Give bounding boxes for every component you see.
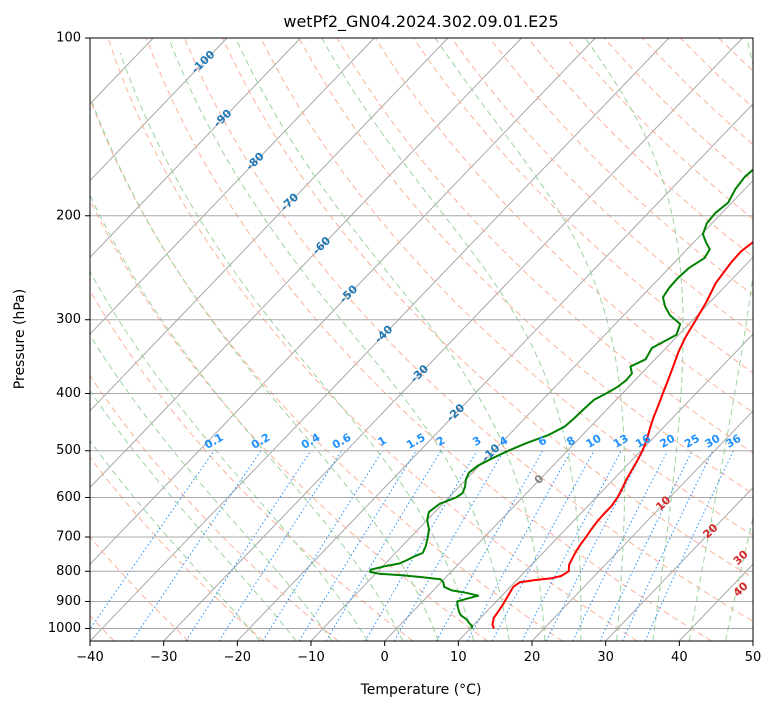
x-tick-label: 50: [745, 650, 762, 665]
moist-adiabat-line: [0, 211, 260, 641]
dry-adiabat-line: [32, 38, 488, 641]
mixing-ratio-line: [645, 451, 733, 641]
x-tick-label: −40: [76, 650, 103, 665]
y-axis-label: Pressure (hPa): [12, 289, 28, 389]
profile-series: [370, 38, 775, 629]
moist-adiabat-line: [435, 38, 624, 641]
mixing-ratio-line: [82, 451, 214, 641]
dry-adiabat-line: [261, 38, 775, 641]
mixing-ratio-line: [219, 451, 342, 641]
isotherm-line: [16, 38, 595, 641]
dry-adiabat-line: [0, 38, 189, 641]
pressure-grid-lines: [90, 38, 753, 628]
mixing-ratio-line: [468, 451, 572, 641]
y-tick-label: 200: [56, 208, 81, 223]
x-tick-label: 30: [597, 650, 614, 665]
line-labels: -100-90-80-70-60-50-40-30-20-10010203040…: [189, 48, 751, 600]
moist-adiabat-line: [726, 38, 775, 641]
dry-adiabat-line: [299, 38, 775, 641]
dry-adiabat-line: [642, 38, 775, 641]
dry-adiabat-line: [604, 38, 775, 641]
x-tick-label: −30: [150, 650, 177, 665]
mixing-ratio-label: 30: [703, 432, 723, 451]
moist-adiabat-label: 40: [731, 579, 751, 599]
mixing-ratio-label: 3: [470, 434, 483, 449]
y-tick-label: 700: [56, 530, 81, 545]
y-tick-label: 400: [56, 386, 81, 401]
dry-adiabat-line: [490, 38, 775, 641]
mixing-ratio-label: 13: [611, 432, 631, 451]
mixing-ratio-line: [546, 451, 643, 641]
y-tick-label: 800: [56, 564, 81, 579]
dry-adiabat-line: [452, 38, 775, 641]
x-tick-label: −20: [224, 650, 251, 665]
mixing-ratio-label: 20: [657, 432, 677, 451]
y-tick-label: 300: [56, 312, 81, 327]
isotherm-line: [0, 38, 374, 641]
mixing-ratio-label: 10: [584, 432, 604, 451]
dry-adiabat-line: [680, 38, 775, 641]
chart-title: wetPf2_GN04.2024.302.09.01.E25: [283, 12, 558, 32]
x-tick-label: 40: [671, 650, 688, 665]
moist-adiabat-line: [32, 142, 368, 641]
mixing-ratio-label: 1: [376, 434, 389, 449]
isotherm-line: [237, 38, 775, 641]
mixing-ratio-label: 0.1: [202, 431, 225, 452]
y-tick-label: 900: [56, 594, 81, 609]
isotherm-line: [164, 38, 743, 641]
x-tick-label: −10: [297, 650, 324, 665]
mixing-ratio-line: [436, 451, 542, 641]
mixing-ratio-label: 0.2: [249, 431, 272, 452]
mixing-ratio-label: 0.4: [299, 431, 323, 452]
dry-adiabat-line: [719, 38, 775, 641]
dry-adiabat-line: [108, 38, 637, 641]
x-tick-label: 20: [524, 650, 541, 665]
moist-adiabat-line: [689, 38, 761, 641]
moist-adiabat-line: [0, 189, 296, 641]
mixing-ratio-label: 1.5: [404, 431, 427, 452]
mixing-ratio-line: [573, 451, 668, 641]
isotherm-line: [385, 38, 775, 641]
y-tick-label: 600: [56, 490, 81, 505]
x-tick-label: 10: [450, 650, 467, 665]
x-axis-label: Temperature (°C): [360, 682, 482, 698]
isotherm-line: [0, 38, 6, 641]
y-tick-label: 100: [56, 31, 81, 46]
moist-adiabat-line: [236, 38, 545, 641]
moist-adiabat-label: 30: [731, 548, 751, 568]
y-tick-label: 500: [56, 443, 81, 458]
isotherm-line: [0, 38, 522, 641]
mixing-ratio-label: 25: [682, 432, 702, 451]
y-tick-label: 1000: [48, 621, 81, 636]
temperature-line: [493, 38, 775, 629]
dry-adiabat-line: [0, 38, 413, 641]
mixing-ratio-label: 2: [434, 434, 447, 449]
mixing-ratio-line: [299, 451, 416, 641]
mixing-ratio-line: [186, 451, 311, 641]
dry-adiabat-line: [146, 38, 712, 641]
mixing-ratio-lines: [82, 451, 734, 641]
isotherm-line: [0, 38, 301, 641]
mixing-ratio-line: [394, 451, 504, 641]
dry-adiabat-line: [337, 38, 775, 641]
dewpoint-line: [370, 38, 775, 629]
isotherm-line: [679, 38, 775, 641]
dry-adiabat-line: [184, 38, 775, 641]
x-tick-label: 0: [381, 650, 389, 665]
isotherm-line: [606, 38, 775, 641]
dry-adiabat-line: [413, 38, 775, 641]
dry-adiabat-line: [757, 38, 775, 641]
moist-adiabat-line: [58, 117, 403, 641]
mixing-ratio-label: 16: [633, 432, 653, 451]
isotherm-line: [753, 38, 775, 641]
mixing-ratio-label: 0.6: [330, 431, 354, 452]
